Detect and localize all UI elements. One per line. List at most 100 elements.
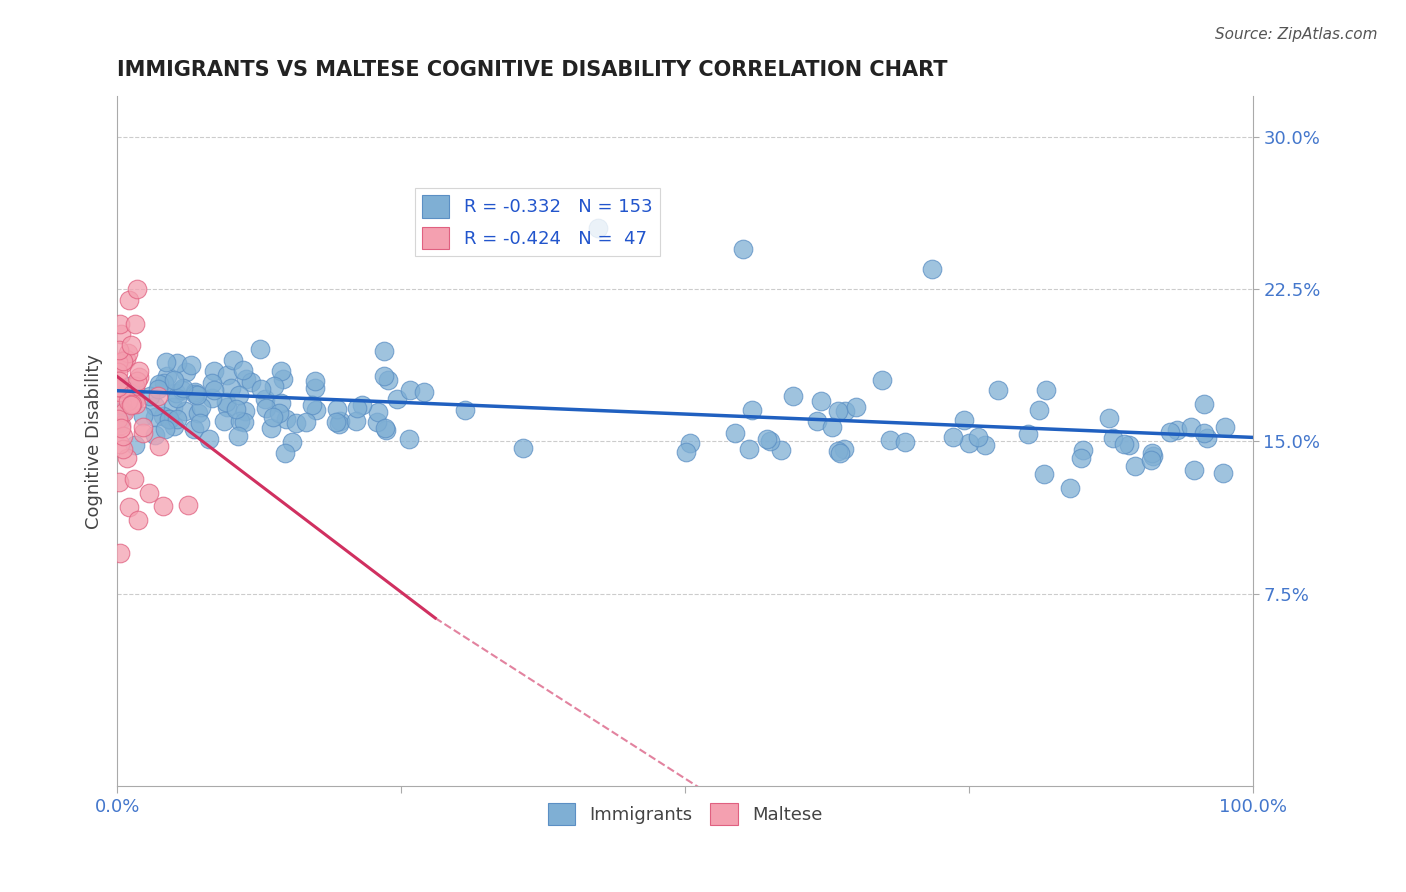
Point	[454, 403, 477, 417]
Point	[344, 414, 367, 428]
Point	[240, 375, 263, 389]
Point	[1192, 396, 1215, 410]
Point	[112, 429, 135, 443]
Point	[285, 416, 308, 430]
Point	[1213, 419, 1236, 434]
Point	[128, 364, 150, 378]
Point	[139, 389, 162, 403]
Point	[111, 354, 134, 368]
Point	[120, 398, 142, 412]
Point	[124, 379, 146, 393]
Point	[107, 354, 129, 368]
Point	[155, 354, 177, 368]
Point	[146, 382, 169, 396]
Point	[845, 400, 868, 414]
Point	[110, 417, 132, 432]
Point	[118, 293, 141, 308]
Point	[821, 419, 844, 434]
Point	[112, 356, 135, 370]
Point	[108, 343, 131, 357]
Point	[301, 398, 323, 412]
Point	[108, 475, 131, 489]
Point	[190, 401, 212, 415]
Point	[138, 486, 160, 500]
Point	[921, 262, 943, 277]
Point	[115, 450, 138, 465]
Point	[215, 368, 238, 382]
Point	[879, 433, 901, 447]
Point	[127, 282, 149, 296]
Point	[156, 368, 179, 383]
Point	[183, 422, 205, 436]
Point	[108, 546, 131, 560]
Point	[107, 412, 129, 426]
Point	[166, 392, 188, 406]
Point	[385, 392, 408, 406]
Point	[782, 389, 804, 403]
Point	[215, 394, 238, 409]
Point	[374, 423, 396, 437]
Point	[249, 342, 271, 356]
Point	[675, 445, 697, 459]
Point	[325, 415, 347, 429]
Point	[399, 383, 422, 397]
Point	[219, 381, 242, 395]
Point	[270, 396, 292, 410]
Point	[1212, 466, 1234, 480]
Point	[235, 372, 257, 386]
Point	[271, 372, 294, 386]
Point	[957, 436, 980, 450]
Point	[132, 409, 155, 423]
Point	[108, 384, 131, 399]
Point	[108, 374, 131, 388]
Point	[346, 401, 368, 416]
Point	[1059, 481, 1081, 495]
Point	[412, 385, 434, 400]
Point	[117, 345, 139, 359]
Point	[586, 221, 609, 235]
Point	[352, 398, 374, 412]
Point	[377, 373, 399, 387]
Point	[1017, 427, 1039, 442]
Point	[263, 379, 285, 393]
Point	[214, 414, 236, 428]
Point	[202, 364, 225, 378]
Point	[304, 381, 326, 395]
Point	[870, 374, 893, 388]
Point	[738, 442, 761, 456]
Point	[184, 384, 207, 399]
Text: Source: ZipAtlas.com: Source: ZipAtlas.com	[1215, 27, 1378, 42]
Point	[1142, 449, 1164, 463]
Point	[228, 414, 250, 428]
Point	[118, 379, 141, 393]
Point	[163, 418, 186, 433]
Point	[249, 382, 271, 396]
Point	[202, 383, 225, 397]
Point	[398, 433, 420, 447]
Point	[269, 407, 291, 421]
Point	[1140, 453, 1163, 467]
Point	[373, 344, 395, 359]
Point	[166, 356, 188, 370]
Point	[270, 364, 292, 378]
Point	[177, 498, 200, 512]
Point	[131, 420, 153, 434]
Point	[162, 400, 184, 414]
Point	[262, 410, 284, 425]
Point	[1114, 437, 1136, 451]
Point	[166, 412, 188, 426]
Point	[274, 446, 297, 460]
Point	[1102, 431, 1125, 445]
Point	[373, 369, 395, 384]
Point	[148, 376, 170, 391]
Point	[832, 442, 855, 456]
Point	[145, 427, 167, 442]
Point	[328, 417, 350, 431]
Point	[233, 404, 256, 418]
Point	[117, 500, 139, 515]
Point	[107, 365, 129, 379]
Point	[1182, 463, 1205, 477]
Point	[108, 317, 131, 331]
Point	[1192, 425, 1215, 440]
Point	[117, 393, 139, 408]
